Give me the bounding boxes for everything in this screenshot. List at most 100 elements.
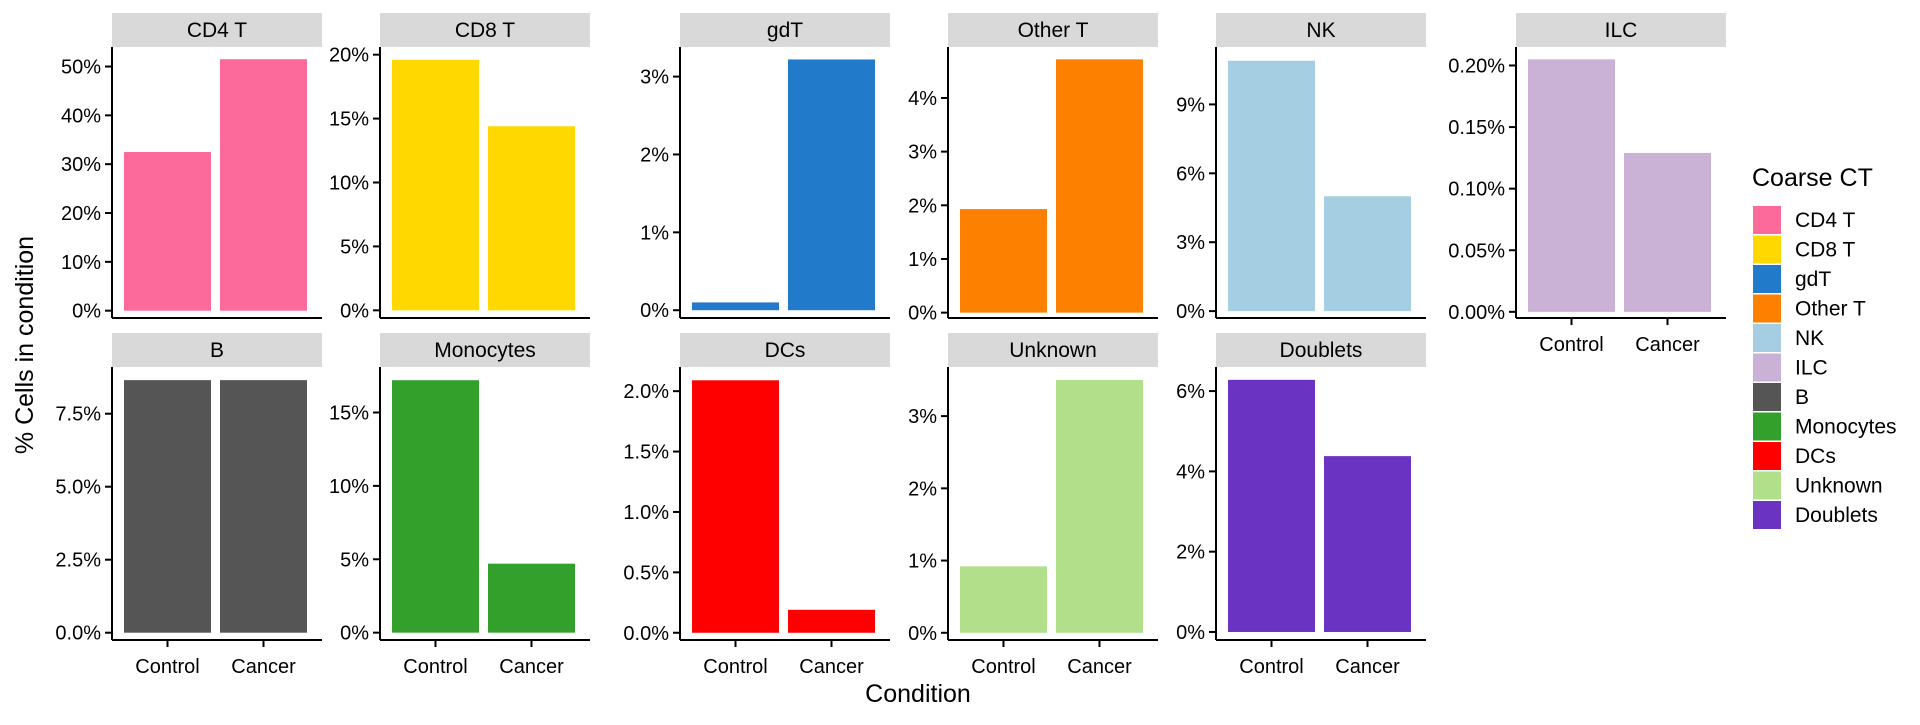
panel-dcs-x-tick-label-cancer: Cancer (799, 656, 864, 678)
panel-ilc-x-tick-label-control: Control (1539, 334, 1603, 356)
panel-doublets-y-tick-label: 0% (1176, 622, 1205, 644)
panel-ilc-x-tick-label-cancer: Cancer (1635, 334, 1700, 356)
panel-ilc-bar-control (1528, 59, 1615, 312)
panel-cd8-t-y-tick-label: 20% (329, 45, 369, 67)
panel-monocytes-bar-cancer (488, 563, 575, 633)
panel-monocytes-y-tick-label: 5% (340, 549, 369, 571)
panel-cd8-t-y-tick-label: 5% (340, 236, 369, 258)
panel-dcs-x-tick-label-control: Control (703, 656, 767, 678)
panel-other-t-y-tick-label: 2% (908, 195, 937, 217)
panel-b-bar-control (124, 380, 211, 633)
panel-gdt-bar-cancer (788, 59, 875, 311)
panel-cd4-t-y-tick-label: 50% (61, 57, 101, 79)
panel-dcs-y-tick-label: 0.0% (623, 623, 669, 645)
panel-nk-y-tick-label: 3% (1176, 232, 1205, 254)
panel-cd4-t-bar-cancer (220, 59, 307, 311)
panel-doublets-y-tick-label: 6% (1176, 381, 1205, 403)
legend-label-b: B (1795, 386, 1809, 409)
panel-dcs-strip-label: DCs (765, 339, 806, 362)
panel-cd4-t-y-tick-label: 30% (61, 154, 101, 176)
panel-monocytes-x-tick-label-control: Control (403, 656, 467, 678)
legend-key-ilc (1753, 353, 1781, 382)
panel-unknown-bar-cancer (1056, 380, 1143, 633)
panel-ilc-y-tick-label: 0.15% (1448, 117, 1505, 139)
panel-unknown-strip-label: Unknown (1009, 339, 1097, 362)
panel-b-y-tick-label: 2.5% (55, 550, 101, 572)
legend-key-b (1753, 383, 1781, 411)
panel-cd8-t-y-tick-label: 15% (329, 109, 369, 131)
panel-nk-strip-label: NK (1306, 19, 1335, 42)
panel-nk-bar-control (1228, 60, 1315, 312)
panel-other-t-y-tick-label: 4% (908, 88, 937, 110)
legend-label-monocytes: Monocytes (1795, 416, 1897, 439)
panel-unknown-y-tick-label: 2% (908, 478, 937, 500)
legend-label-other-t: Other T (1795, 298, 1866, 321)
panel-ilc-y-tick-label: 0.00% (1448, 302, 1505, 324)
legend-label-dcs: DCs (1795, 445, 1836, 468)
legend-label-unknown: Unknown (1795, 475, 1883, 498)
panel-doublets-x-tick-label-control: Control (1239, 656, 1303, 678)
y-axis-title: % Cells in condition (11, 236, 39, 454)
x-axis-title: Condition (865, 680, 971, 708)
legend-key-gdt (1753, 265, 1781, 293)
panel-gdt-bar-control (692, 302, 779, 311)
panel-gdt-y-tick-label: 2% (640, 144, 669, 166)
panel-dcs-y-tick-label: 1.5% (623, 442, 669, 464)
legend-label-ilc: ILC (1795, 357, 1828, 380)
legend-key-other-t (1753, 294, 1781, 323)
panel-other-t-y-tick-label: 3% (908, 142, 937, 164)
panel-gdt-strip-label: gdT (767, 19, 803, 42)
panel-other-t-y-tick-label: 1% (908, 249, 937, 271)
panel-ilc-strip (1516, 13, 1726, 47)
panel-b-y-tick-label: 0.0% (55, 623, 101, 645)
panel-dcs-y-tick-label: 0.5% (623, 562, 669, 584)
panel-dcs-y-tick-label: 2.0% (623, 381, 669, 403)
panel-ilc-bar-cancer (1624, 152, 1711, 312)
panel-monocytes-strip-label: Monocytes (434, 339, 536, 362)
panel-unknown-bar-control (960, 566, 1047, 633)
panel-monocytes-y-tick-label: 0% (340, 623, 369, 645)
legend-key-doublets (1753, 501, 1781, 529)
panel-b-x-tick-label-control: Control (135, 656, 199, 678)
panel-unknown-x-tick-label-cancer: Cancer (1067, 656, 1132, 678)
panel-cd8-t-strip-label: CD8 T (455, 19, 515, 42)
legend-title: Coarse CT (1752, 164, 1873, 192)
panel-ilc-y-tick-label: 0.05% (1448, 240, 1505, 262)
legend-label-gdt: gdT (1795, 268, 1831, 291)
panel-monocytes-y-tick-label: 10% (329, 476, 369, 498)
panel-cd8-t-bar-cancer (488, 126, 575, 311)
panel-dcs-bar-control (692, 380, 779, 633)
panel-unknown-y-tick-label: 1% (908, 551, 937, 573)
panel-cd8-t-y-tick-label: 10% (329, 173, 369, 195)
panel-gdt-y-tick-label: 1% (640, 222, 669, 244)
panel-unknown-y-tick-label: 3% (908, 406, 937, 428)
panel-b-strip-label: B (210, 339, 224, 362)
legend-key-dcs (1753, 442, 1781, 470)
panel-unknown-x-tick-label-control: Control (971, 656, 1035, 678)
panel-dcs-y-tick-label: 1.0% (623, 502, 669, 524)
panel-cd4-t-strip (112, 13, 322, 47)
legend-key-monocytes (1753, 412, 1781, 441)
panel-monocytes-x-tick-label-cancer: Cancer (499, 656, 564, 678)
panel-unknown-strip (948, 333, 1158, 367)
panel-other-t-y-tick-label: 0% (908, 303, 937, 325)
panel-other-t-strip (948, 13, 1158, 47)
panel-ilc-y-tick-label: 0.20% (1448, 55, 1505, 77)
panel-doublets-strip-label: Doublets (1280, 339, 1363, 362)
panel-cd8-t-strip (380, 13, 590, 47)
panel-cd4-t-y-tick-label: 40% (61, 105, 101, 127)
panel-doublets-bar-cancer (1324, 456, 1411, 632)
panel-dcs-strip (680, 333, 890, 367)
panel-monocytes-y-tick-label: 15% (329, 403, 369, 425)
legend-label-doublets: Doublets (1795, 504, 1878, 527)
panel-nk-bar-cancer (1324, 196, 1411, 312)
panel-cd4-t-y-tick-label: 0% (72, 301, 101, 323)
panel-cd4-t-bar-control (124, 151, 211, 311)
legend-key-nk (1753, 324, 1781, 352)
panel-other-t-bar-cancer (1056, 59, 1143, 313)
panel-b-x-tick-label-cancer: Cancer (231, 656, 296, 678)
panel-gdt-y-tick-label: 3% (640, 67, 669, 89)
panel-nk-y-tick-label: 0% (1176, 301, 1205, 323)
panel-b-strip (112, 333, 322, 367)
